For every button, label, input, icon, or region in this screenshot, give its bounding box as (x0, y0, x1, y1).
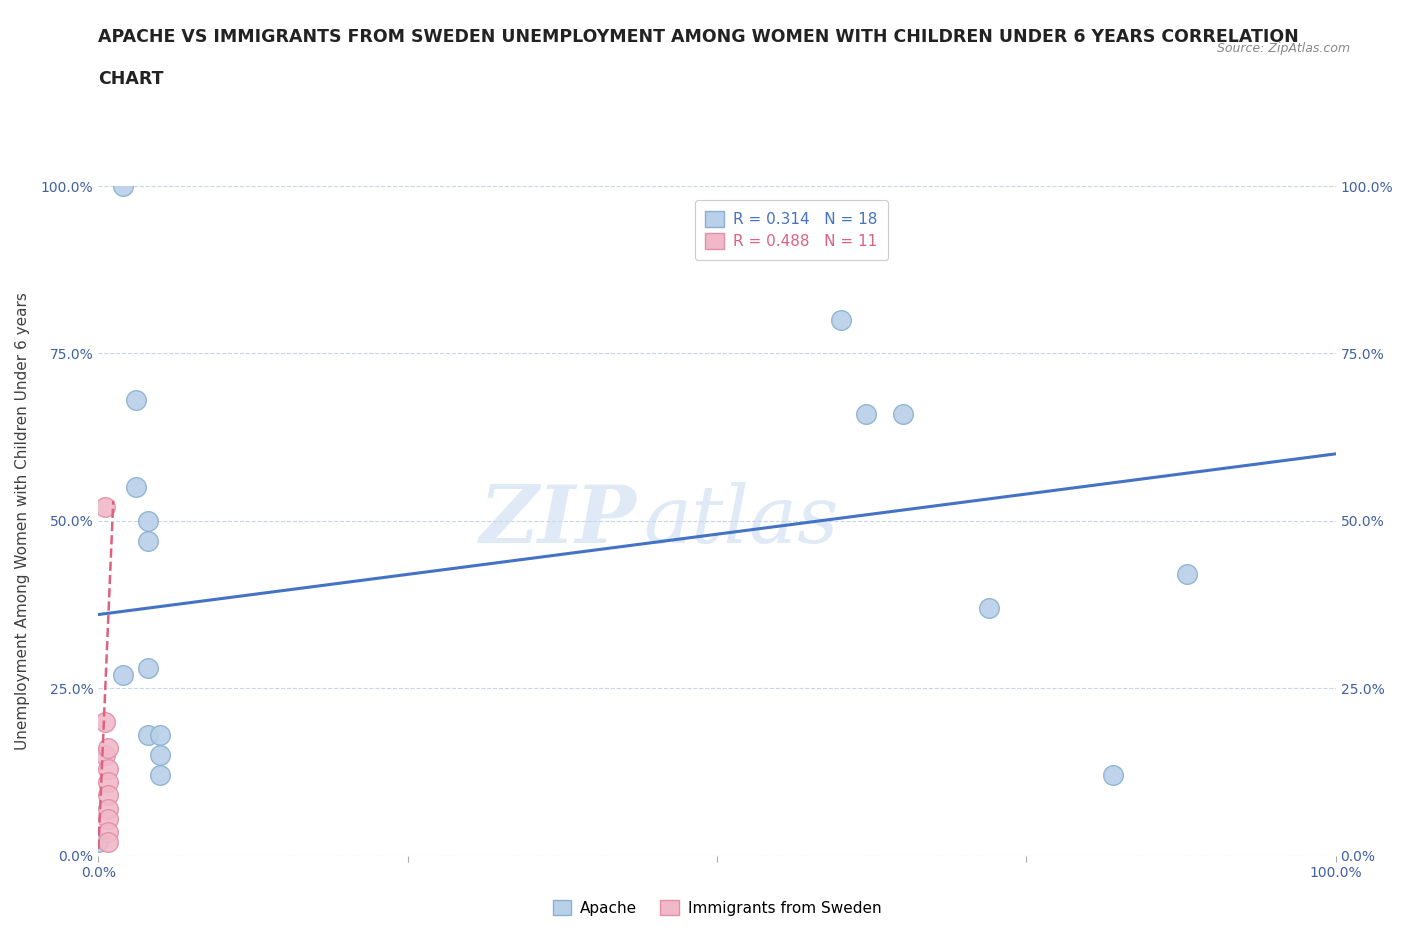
Point (97, 825, 120, 840)
Point (93, 714, 115, 729)
Point (1175, 567, 1198, 582)
Point (124, 392, 146, 407)
Point (93, 500, 115, 515)
Point (93, 748, 115, 763)
Point (136, 727, 159, 742)
Point (855, 406, 877, 421)
Point (891, 406, 914, 421)
Text: ZIP: ZIP (479, 482, 637, 560)
Point (149, 768, 172, 783)
Point (149, 748, 172, 763)
Point (112, 179, 135, 193)
Point (124, 480, 146, 495)
Legend: Apache, Immigrants from Sweden: Apache, Immigrants from Sweden (547, 894, 887, 922)
Text: CHART: CHART (98, 70, 165, 87)
Text: Source: ZipAtlas.com: Source: ZipAtlas.com (1216, 42, 1350, 55)
Point (136, 660, 159, 675)
Point (97, 802, 120, 817)
Y-axis label: Unemployment Among Women with Children Under 6 years: Unemployment Among Women with Children U… (15, 292, 30, 750)
Text: atlas: atlas (643, 482, 838, 560)
Point (97, 788, 120, 803)
Point (97, 761, 120, 776)
Point (136, 534, 159, 549)
Point (979, 601, 1001, 616)
Point (97, 775, 120, 790)
Point (1102, 768, 1125, 783)
Point (97, 741, 120, 756)
Text: APACHE VS IMMIGRANTS FROM SWEDEN UNEMPLOYMENT AMONG WOMEN WITH CHILDREN UNDER 6 : APACHE VS IMMIGRANTS FROM SWEDEN UNEMPLO… (98, 28, 1299, 46)
Point (112, 668, 135, 683)
Point (136, 513, 159, 528)
Point (97, 835, 120, 850)
Point (97, 811, 120, 826)
Point (830, 312, 852, 327)
Point (87, 835, 110, 850)
Point (149, 727, 172, 742)
